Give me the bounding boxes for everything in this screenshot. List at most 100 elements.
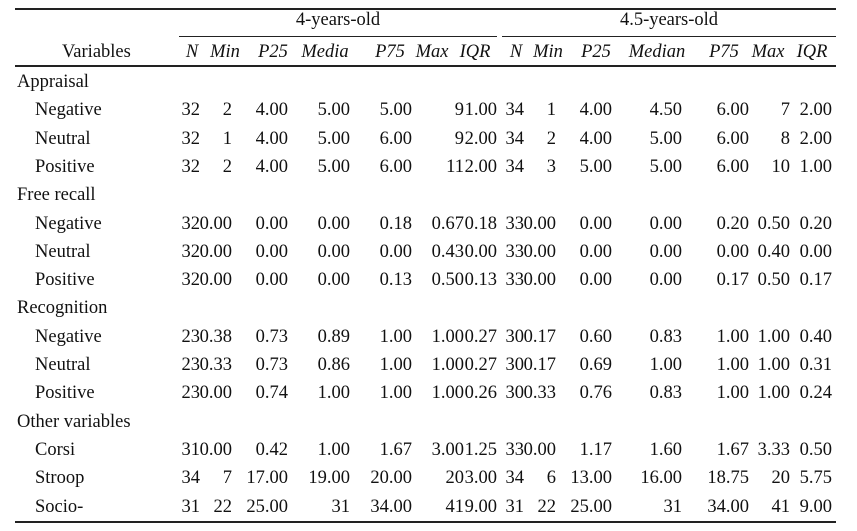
table-cell: 0.73 — [255, 355, 288, 375]
table-cell: 0.24 — [799, 383, 832, 404]
table-cell: 23 — [181, 326, 201, 347]
table-cell: 10 — [771, 156, 791, 177]
table-cell: 5.00 — [317, 156, 350, 177]
column-header-group2-max: Max — [751, 42, 785, 62]
table-cell: 41 — [445, 496, 465, 517]
table-cell: 4.00 — [579, 128, 612, 149]
table-cell: 0.67 — [431, 213, 464, 234]
table-cell: 1.00 — [757, 355, 790, 375]
table-cell: 1.00 — [716, 355, 749, 375]
table-cell: 4.50 — [649, 100, 682, 121]
column-header-group1-n: N — [185, 42, 199, 62]
row-label: Neutral — [35, 128, 91, 149]
table-cell: 0.73 — [255, 326, 288, 347]
table-cell: 5.00 — [317, 100, 350, 121]
table-cell: 0.43 — [431, 241, 464, 262]
table-cell: 25.00 — [246, 496, 288, 517]
row-label: Positive — [35, 270, 95, 291]
table-cell: 0.40 — [757, 241, 790, 262]
section-title: Appraisal — [17, 72, 89, 92]
table-cell: 4.00 — [255, 100, 288, 121]
table-cell: 0.60 — [579, 326, 612, 347]
table-cell: 0.17 — [716, 270, 749, 291]
table-cell: 3 — [546, 156, 556, 177]
table-cell: 18.75 — [707, 468, 749, 489]
table-cell: 32 — [181, 156, 201, 177]
table-cell: 0.00 — [317, 241, 350, 262]
table-cell: 9 — [454, 128, 464, 149]
table-cell: 0.00 — [199, 241, 232, 262]
column-header-group2-p25: P25 — [581, 42, 611, 62]
row-label: Corsi — [35, 439, 76, 460]
table-cell: 31 — [663, 496, 683, 517]
table-cell: 0.33 — [523, 383, 556, 404]
table-cell: 25.00 — [570, 496, 612, 517]
table-cell: 1.00 — [431, 383, 464, 404]
table-cell: 0.00 — [649, 241, 682, 262]
table-cell: 31 — [505, 496, 525, 517]
section-title: Free recall — [17, 185, 96, 206]
table-cell: 6.00 — [379, 156, 412, 177]
table-cell: 33 — [505, 213, 525, 234]
table-cell: 17.00 — [246, 468, 288, 489]
table-cell: 41 — [771, 496, 791, 517]
table-cell: 1.00 — [431, 326, 464, 347]
table-cell: 0.17 — [523, 355, 556, 375]
table-cell: 1.00 — [379, 383, 412, 404]
table-cell: 1.00 — [317, 439, 350, 460]
table-cell: 0.20 — [716, 213, 749, 234]
table-cell: 0.00 — [255, 241, 288, 262]
row-label: Positive — [35, 156, 95, 177]
table-cell: 0.00 — [199, 213, 232, 234]
table-cell: 0.00 — [317, 270, 350, 291]
table-cell: 1.67 — [716, 439, 749, 460]
table-cell: 9.00 — [799, 496, 832, 517]
table-cell: 32 — [181, 241, 201, 262]
table-cell: 0.00 — [523, 213, 556, 234]
table-cell: 4.00 — [255, 156, 288, 177]
table-cell: 32 — [181, 213, 201, 234]
table-cell: 1.00 — [757, 383, 790, 404]
table-cell: 7 — [222, 468, 232, 489]
table-cell: 33 — [505, 270, 525, 291]
table-cell: 2.00 — [799, 100, 832, 121]
column-header-group2-iqr: IQR — [796, 42, 828, 62]
table-cell: 2.00 — [799, 128, 832, 149]
column-header-group2-n: N — [509, 42, 523, 62]
table-cell: 1.67 — [379, 439, 412, 460]
table-cell: 34 — [505, 156, 525, 177]
table-cell: 9.00 — [464, 496, 497, 517]
column-header-group2-p75: P75 — [709, 42, 739, 62]
bottom-rule-right — [356, 521, 836, 523]
table-cell: 3.00 — [431, 439, 464, 460]
table-cell: 2 — [222, 156, 232, 177]
row-label: Socio- — [35, 496, 84, 517]
table-cell: 6.00 — [716, 100, 749, 121]
table-cell: 20.00 — [370, 468, 412, 489]
table-cell: 0.50 — [799, 439, 832, 460]
row-label: Neutral — [35, 241, 91, 262]
table-cell: 0.18 — [379, 213, 412, 234]
table-cell: 33 — [505, 241, 525, 262]
table-cell: 32 — [181, 128, 201, 149]
group-header-4yr: 4-years-old — [295, 10, 381, 30]
table-cell: 6 — [546, 468, 556, 489]
table-cell: 0.83 — [649, 326, 682, 347]
table-cell: 5.75 — [799, 468, 832, 489]
table-cell: 0.00 — [464, 241, 497, 262]
table-cell: 7 — [780, 100, 790, 121]
table-cell: 4.00 — [579, 100, 612, 121]
table-cell: 1.00 — [379, 355, 412, 375]
table-cell: 0.26 — [464, 383, 497, 404]
table-cell: 8 — [780, 128, 790, 149]
table-cell: 2.00 — [464, 156, 497, 177]
column-header-group1-min: Min — [210, 42, 240, 62]
row-label: Positive — [35, 383, 95, 404]
table-cell: 0.00 — [255, 213, 288, 234]
table-cell: 0.27 — [464, 355, 497, 375]
table-cell: 30 — [505, 326, 525, 347]
table-cell: 0.50 — [757, 270, 790, 291]
table-cell: 0.50 — [757, 213, 790, 234]
table-cell: 0.00 — [379, 241, 412, 262]
column-header-group1-media: Media — [301, 42, 349, 62]
